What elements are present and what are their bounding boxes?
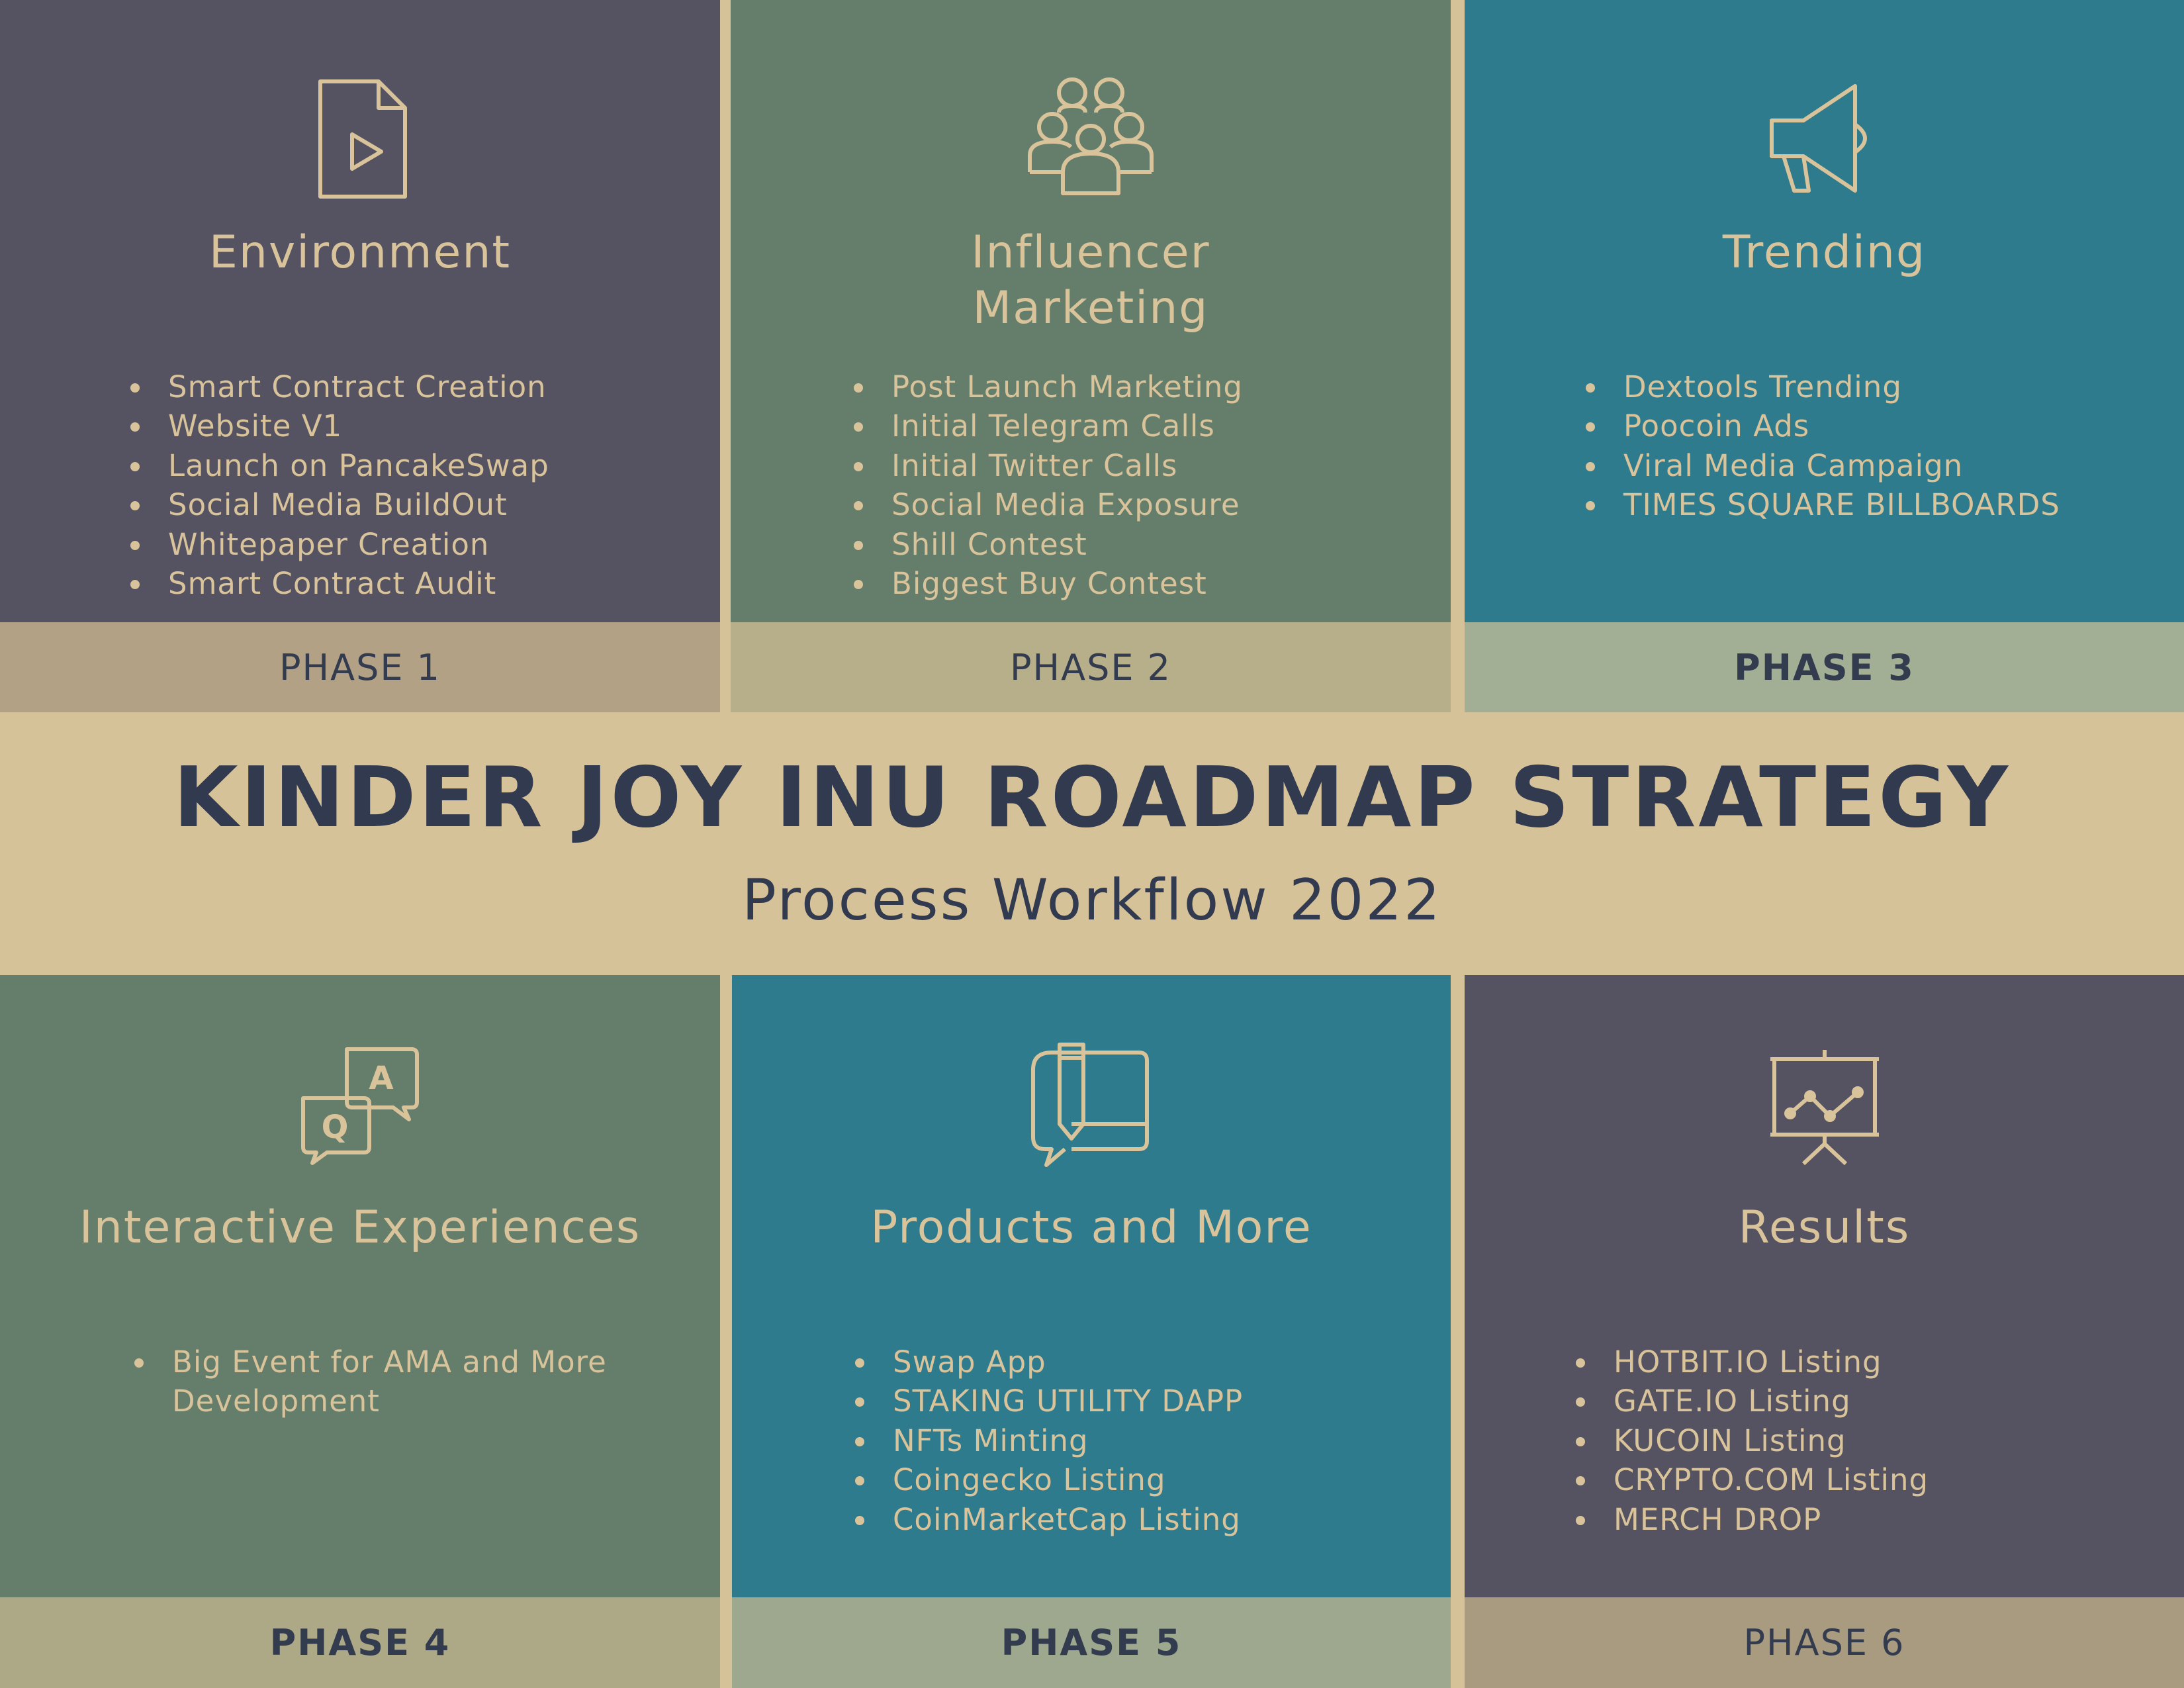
list-item: Shill Contest [854,525,1243,564]
list-item-continuation: Development [172,1383,380,1419]
list-item: KUCOIN Listing [1576,1421,1929,1460]
svg-text:A: A [369,1060,393,1097]
page-title: KINDER JOY INU ROADMAP STRATEGY [173,749,2011,846]
phase-3-label: PHASE 3 [1465,622,2184,712]
chat-book-icon [1031,1043,1149,1167]
phase-2-label: PHASE 2 [731,622,1451,712]
phase-6-items: HOTBIT.IO Listing GATE.IO Listing KUCOIN… [1576,1342,1929,1539]
list-item: Viral Media Campaign [1586,446,2060,485]
phase-5-panel: Products and More Swap App STAKING UTILI… [732,975,1451,1597]
svg-text:Q: Q [322,1109,349,1146]
phase-6-label: PHASE 6 [1465,1597,2184,1688]
phase-2-title: Influencer Marketing [971,226,1210,334]
list-item: Coingecko Listing [855,1460,1243,1499]
list-item: Social Media Exposure [854,485,1243,524]
page-subtitle: Process Workflow 2022 [742,867,1442,933]
list-item: CoinMarketCap Listing [855,1500,1243,1539]
qa-chat-icon: A Q [301,1047,419,1165]
phase-2-panel: Influencer Marketing Post Launch Marketi… [731,0,1451,622]
phase-1-title: Environment [208,226,512,279]
phase-6-panel: Results HOTBIT.IO Listing GATE.IO Listin… [1465,975,2184,1597]
list-item: Swap App [855,1342,1243,1382]
phase-5-title: Products and More [870,1201,1312,1254]
list-item: Whitepaper Creation [130,525,549,564]
megaphone-icon [1769,84,1867,193]
list-item: Biggest Buy Contest [854,564,1243,603]
list-item: Website V1 [130,406,549,445]
phase-5-label: PHASE 5 [732,1597,1451,1688]
list-item: Poocoin Ads [1586,406,2060,445]
document-play-icon [318,79,407,199]
people-group-icon [1028,77,1154,195]
list-item: Smart Contract Audit [130,564,549,603]
list-item: CRYPTO.COM Listing [1576,1460,1929,1499]
phase-3-title: Trending [1722,226,1927,279]
phase-4-title: Interactive Experiences [79,1201,641,1254]
phase-4-items: Big Event for AMA and More Development [134,1342,607,1421]
phase-2-items: Post Launch Marketing Initial Telegram C… [854,367,1243,603]
phase-5-items: Swap App STAKING UTILITY DAPP NFTs Minti… [855,1342,1243,1539]
phase-4-label: PHASE 4 [0,1597,720,1688]
list-item: Social Media BuildOut [130,485,549,524]
list-item: Post Launch Marketing [854,367,1243,406]
list-item: STAKING UTILITY DAPP [855,1382,1243,1421]
list-item: MERCH DROP [1576,1500,1929,1539]
presentation-chart-icon [1770,1050,1879,1166]
phase-1-items: Smart Contract Creation Website V1 Launc… [130,367,549,603]
list-item: Initial Twitter Calls [854,446,1243,485]
phase-6-title: Results [1738,1201,1911,1254]
phase-4-panel: A Q Interactive Experiences Big Event fo… [0,975,720,1597]
list-item: Big Event for AMA and More [134,1342,607,1382]
list-item: GATE.IO Listing [1576,1382,1929,1421]
list-item: Smart Contract Creation [130,367,549,406]
list-item: Dextools Trending [1586,367,2060,406]
phase-3-panel: Trending Dextools Trending Poocoin Ads V… [1465,0,2184,622]
list-item: Launch on PancakeSwap [130,446,549,485]
list-item: NFTs Minting [855,1421,1243,1460]
phase-1-panel: Environment Smart Contract Creation Webs… [0,0,720,622]
list-item: TIMES SQUARE BILLBOARDS [1586,485,2060,524]
phase-1-label: PHASE 1 [0,622,720,712]
list-item: Initial Telegram Calls [854,406,1243,445]
list-item: HOTBIT.IO Listing [1576,1342,1929,1382]
phase-3-items: Dextools Trending Poocoin Ads Viral Medi… [1586,367,2060,525]
